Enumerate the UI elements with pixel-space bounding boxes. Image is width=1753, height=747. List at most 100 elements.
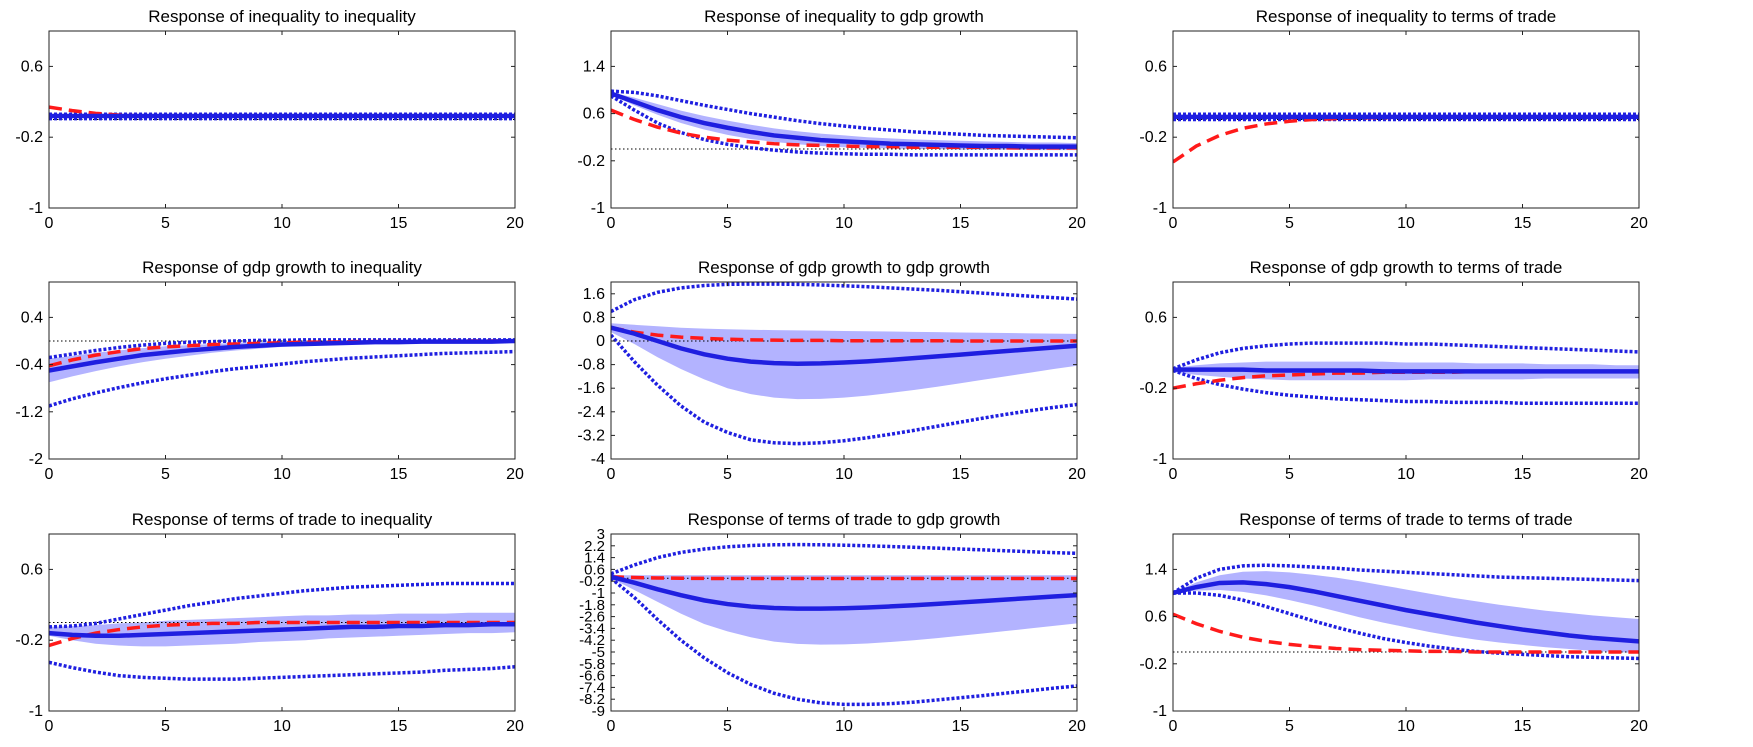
- x-tick-label: 5: [723, 718, 732, 735]
- y-tick-label: -0.2: [15, 632, 43, 649]
- subplot-title: Response of terms of trade to terms of t…: [1239, 510, 1573, 529]
- bound-line: [611, 89, 1077, 140]
- y-tick-label: 0.6: [1145, 609, 1167, 626]
- y-tick-label: -6.6: [579, 668, 605, 685]
- x-tick-label: 10: [1397, 466, 1415, 483]
- plot-area: [1173, 112, 1639, 164]
- y-tick-label: 2.2: [584, 538, 605, 555]
- ols-line: [611, 326, 1077, 343]
- y-tick-label: -1: [1153, 451, 1167, 468]
- x-tick-label: 10: [835, 466, 853, 483]
- median-line: [1173, 580, 1639, 644]
- x-tick-label: 20: [1068, 718, 1086, 735]
- x-tick-label: 15: [390, 718, 408, 735]
- median-line: [1173, 367, 1639, 374]
- ols-line: [1173, 115, 1639, 164]
- x-tick-label: 10: [835, 718, 853, 735]
- y-tick-label: 1.4: [1145, 561, 1167, 578]
- subplot-title: Response of terms of trade to inequality: [132, 510, 433, 529]
- y-tick-label: -1: [1153, 200, 1167, 217]
- y-tick-label: 1.4: [583, 58, 605, 75]
- x-tick-label: 20: [1630, 466, 1648, 483]
- subplot-3: 0 5 10 15 20 -1 -0.2 0.6 Response of inequality …: [1139, 7, 1648, 232]
- x-tick-label: 15: [390, 466, 408, 483]
- bound-line: [1173, 591, 1639, 661]
- y-tick-label: 0.6: [584, 561, 605, 578]
- subplot-6: 0 5 10 15 20 -1 -0.2 0.6 Response of gdp growth …: [1139, 258, 1648, 483]
- plot-area: [49, 581, 515, 681]
- x-tick-label: 15: [952, 466, 970, 483]
- bound-line: [611, 282, 1077, 314]
- x-tick-label: 20: [1068, 215, 1086, 232]
- credible-band: [49, 339, 515, 383]
- y-tick-label: -5.8: [579, 656, 605, 673]
- y-tick-label: -0.2: [579, 573, 605, 590]
- subplot-title: Response of inequality to terms of trade: [1256, 7, 1557, 26]
- y-tick-label: -0.2: [1139, 656, 1167, 673]
- bound-line: [611, 576, 1077, 707]
- bound-line: [611, 542, 1077, 576]
- x-tick-label: 0: [45, 466, 54, 483]
- plot-area: [1173, 341, 1639, 405]
- x-tick-label: 0: [607, 215, 616, 232]
- subplot-title: Response of gdp growth to gdp growth: [698, 258, 990, 277]
- y-tick-label: -0.8: [577, 357, 605, 374]
- axes-frame: [48, 281, 516, 460]
- x-tick-label: 10: [1397, 215, 1415, 232]
- plot-area: [1173, 563, 1639, 661]
- x-tick-label: 15: [1514, 466, 1532, 483]
- y-tick-label: 1.6: [583, 286, 605, 303]
- x-tick-label: 10: [273, 718, 291, 735]
- x-tick-label: 20: [506, 466, 524, 483]
- x-tick-label: 0: [45, 215, 54, 232]
- y-tick-label: 0.6: [1145, 58, 1167, 75]
- x-tick-label: 0: [607, 718, 616, 735]
- x-tick-label: 0: [45, 718, 54, 735]
- x-tick-label: 5: [723, 215, 732, 232]
- y-tick-label: -3.2: [577, 427, 605, 444]
- y-tick-label: -4: [591, 451, 605, 468]
- y-tick-label: -3.4: [579, 620, 605, 637]
- x-tick-label: 15: [952, 718, 970, 735]
- ols-line: [49, 620, 515, 648]
- x-tick-label: 15: [952, 215, 970, 232]
- y-tick-label: -2.6: [579, 609, 605, 626]
- bound-line: [1173, 341, 1639, 371]
- x-tick-label: 10: [273, 466, 291, 483]
- y-tick-label: -1: [1153, 703, 1167, 720]
- median-line: [49, 622, 515, 639]
- y-tick-label: -8.2: [579, 691, 605, 708]
- plot-area: [611, 282, 1077, 446]
- bound-line: [611, 333, 1077, 446]
- y-tick-label: 0: [596, 333, 605, 350]
- y-tick-label: 0.8: [583, 309, 605, 326]
- x-tick-label: 5: [1285, 466, 1294, 483]
- plot-area: [611, 542, 1077, 707]
- median-line: [611, 91, 1077, 149]
- x-tick-label: 10: [273, 215, 291, 232]
- plot-area: [49, 105, 515, 121]
- x-tick-label: 10: [1397, 718, 1415, 735]
- y-tick-label: -7.4: [579, 679, 605, 696]
- y-tick-label: -1: [29, 200, 43, 217]
- y-tick-label: -2: [29, 451, 43, 468]
- x-tick-label: 0: [607, 466, 616, 483]
- median-line: [611, 574, 1077, 611]
- subplot-2: 0 5 10 15 20 -1 -0.2 0.6 1.4 Response of inequali…: [577, 7, 1086, 232]
- x-tick-label: 5: [1285, 215, 1294, 232]
- median-line: [49, 338, 515, 373]
- y-tick-label: 3: [597, 526, 605, 543]
- y-tick-label: -4.2: [579, 632, 605, 649]
- subplot-title: Response of gdp growth to inequality: [142, 258, 422, 277]
- y-tick-label: -0.2: [15, 129, 43, 146]
- plot-area: [611, 89, 1077, 157]
- bound-line: [1173, 368, 1639, 405]
- ols-line: [611, 575, 1077, 581]
- bound-line: [49, 349, 515, 408]
- x-tick-label: 20: [506, 718, 524, 735]
- x-tick-label: 5: [723, 466, 732, 483]
- median-line: [611, 325, 1077, 366]
- subplot-title: Response of gdp growth to terms of trade: [1250, 258, 1563, 277]
- y-tick-label: -1: [591, 200, 605, 217]
- y-tick-label: -1: [29, 703, 43, 720]
